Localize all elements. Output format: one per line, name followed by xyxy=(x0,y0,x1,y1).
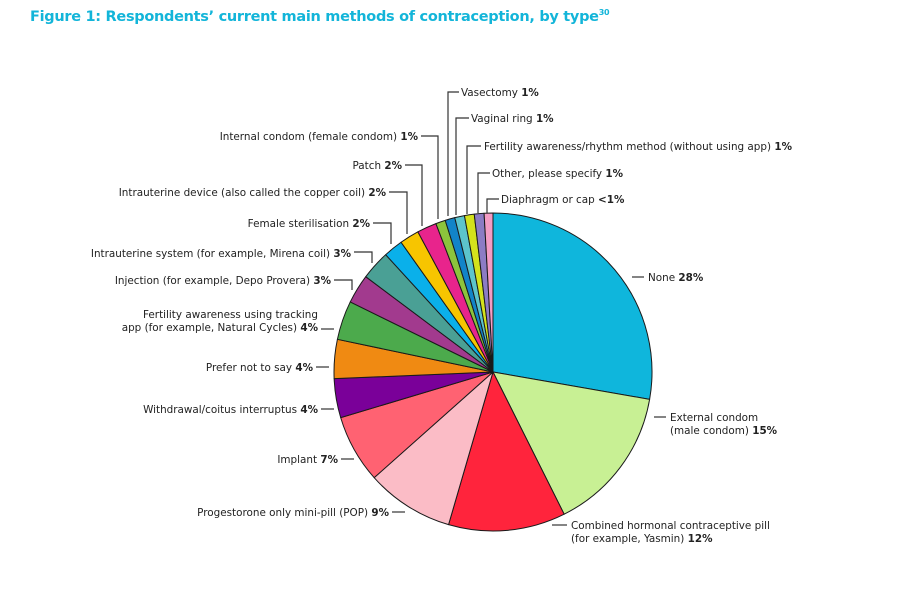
slice-percent: 2% xyxy=(352,218,370,230)
figure-title-text: Figure 1: Respondents’ current main meth… xyxy=(30,9,599,25)
leader-line xyxy=(354,251,373,263)
slice-label: (male condom) 15% xyxy=(670,425,778,437)
leader-lines xyxy=(316,91,666,526)
leader-line xyxy=(373,222,392,244)
leader-line xyxy=(447,91,459,216)
slice-label: Implant 7% xyxy=(277,454,338,466)
slice-percent: 1% xyxy=(521,87,539,99)
slice-percent: <1% xyxy=(598,194,625,206)
figure-title: Figure 1: Respondents’ current main meth… xyxy=(30,8,610,25)
figure-title-footnote: 30 xyxy=(598,8,610,17)
slice-label: Diaphragm or cap <1% xyxy=(501,194,625,206)
slice-label: Withdrawal/coitus interruptus 4% xyxy=(143,404,319,416)
pie-slice-none xyxy=(492,212,653,400)
leader-line xyxy=(466,145,481,214)
slice-percent: 4% xyxy=(300,404,318,416)
pie-slices xyxy=(333,212,653,532)
slice-percent: 1% xyxy=(774,141,792,153)
slice-percent: 28% xyxy=(678,272,703,284)
slice-percent: 9% xyxy=(371,507,389,519)
slice-label: app (for example, Natural Cycles) 4% xyxy=(122,322,319,334)
slice-percent: 1% xyxy=(400,131,418,143)
slice-labels: None 28% External condom(male condom) 15%… xyxy=(91,87,793,545)
slice-label: Vaginal ring 1% xyxy=(471,113,554,125)
slice-percent: 15% xyxy=(752,425,777,437)
slice-label: Patch 2% xyxy=(353,160,403,172)
slice-label: Injection (for example, Depo Provera) 3% xyxy=(115,275,332,287)
slice-label: Female sterilisation 2% xyxy=(248,218,371,230)
slice-percent: 3% xyxy=(333,248,351,260)
slice-percent: 4% xyxy=(300,322,318,334)
slice-percent: 2% xyxy=(368,187,386,199)
slice-percent: 2% xyxy=(384,160,402,172)
slice-label: Prefer not to say 4% xyxy=(206,362,314,374)
slice-label: (for example, Yasmin) 12% xyxy=(571,533,713,545)
slice-label: Fertility awareness/rhythm method (witho… xyxy=(484,141,793,153)
pie-slice-combined-hormonal-contraceptive-pill-for-example-yasmin xyxy=(448,371,565,532)
slice-label: None 28% xyxy=(648,272,704,284)
leader-line xyxy=(405,164,423,226)
leader-line xyxy=(421,135,439,219)
leader-line xyxy=(389,191,408,234)
pie-slice-external-condom-male-condom xyxy=(492,371,651,515)
leader-line xyxy=(334,279,353,290)
slice-percent: 4% xyxy=(295,362,313,374)
leader-line xyxy=(477,172,490,213)
slice-label: Fertility awareness using tracking xyxy=(143,309,318,321)
slice-label: External condom xyxy=(670,412,758,424)
pie-slice-diaphragm-or-cap xyxy=(483,212,494,373)
leader-line xyxy=(486,198,499,213)
slice-label: Internal condom (female condom) 1% xyxy=(220,131,419,143)
pie-slice-progestorone-only-mini-pill-pop xyxy=(373,371,494,526)
slice-percent: 7% xyxy=(320,454,338,466)
leader-line xyxy=(455,117,469,215)
slice-label: Other, please specify 1% xyxy=(492,168,624,180)
slice-label: Intrauterine system (for example, Mirena… xyxy=(91,248,352,260)
slice-percent: 1% xyxy=(605,168,623,180)
slice-label: Progestorone only mini-pill (POP) 9% xyxy=(197,507,389,519)
slice-label: Vasectomy 1% xyxy=(461,87,539,99)
slice-percent: 1% xyxy=(536,113,554,125)
slice-percent: 12% xyxy=(688,533,713,545)
slice-label: Combined hormonal contraceptive pill xyxy=(571,520,770,532)
slice-label: Intrauterine device (also called the cop… xyxy=(119,187,387,199)
slice-percent: 3% xyxy=(313,275,331,287)
